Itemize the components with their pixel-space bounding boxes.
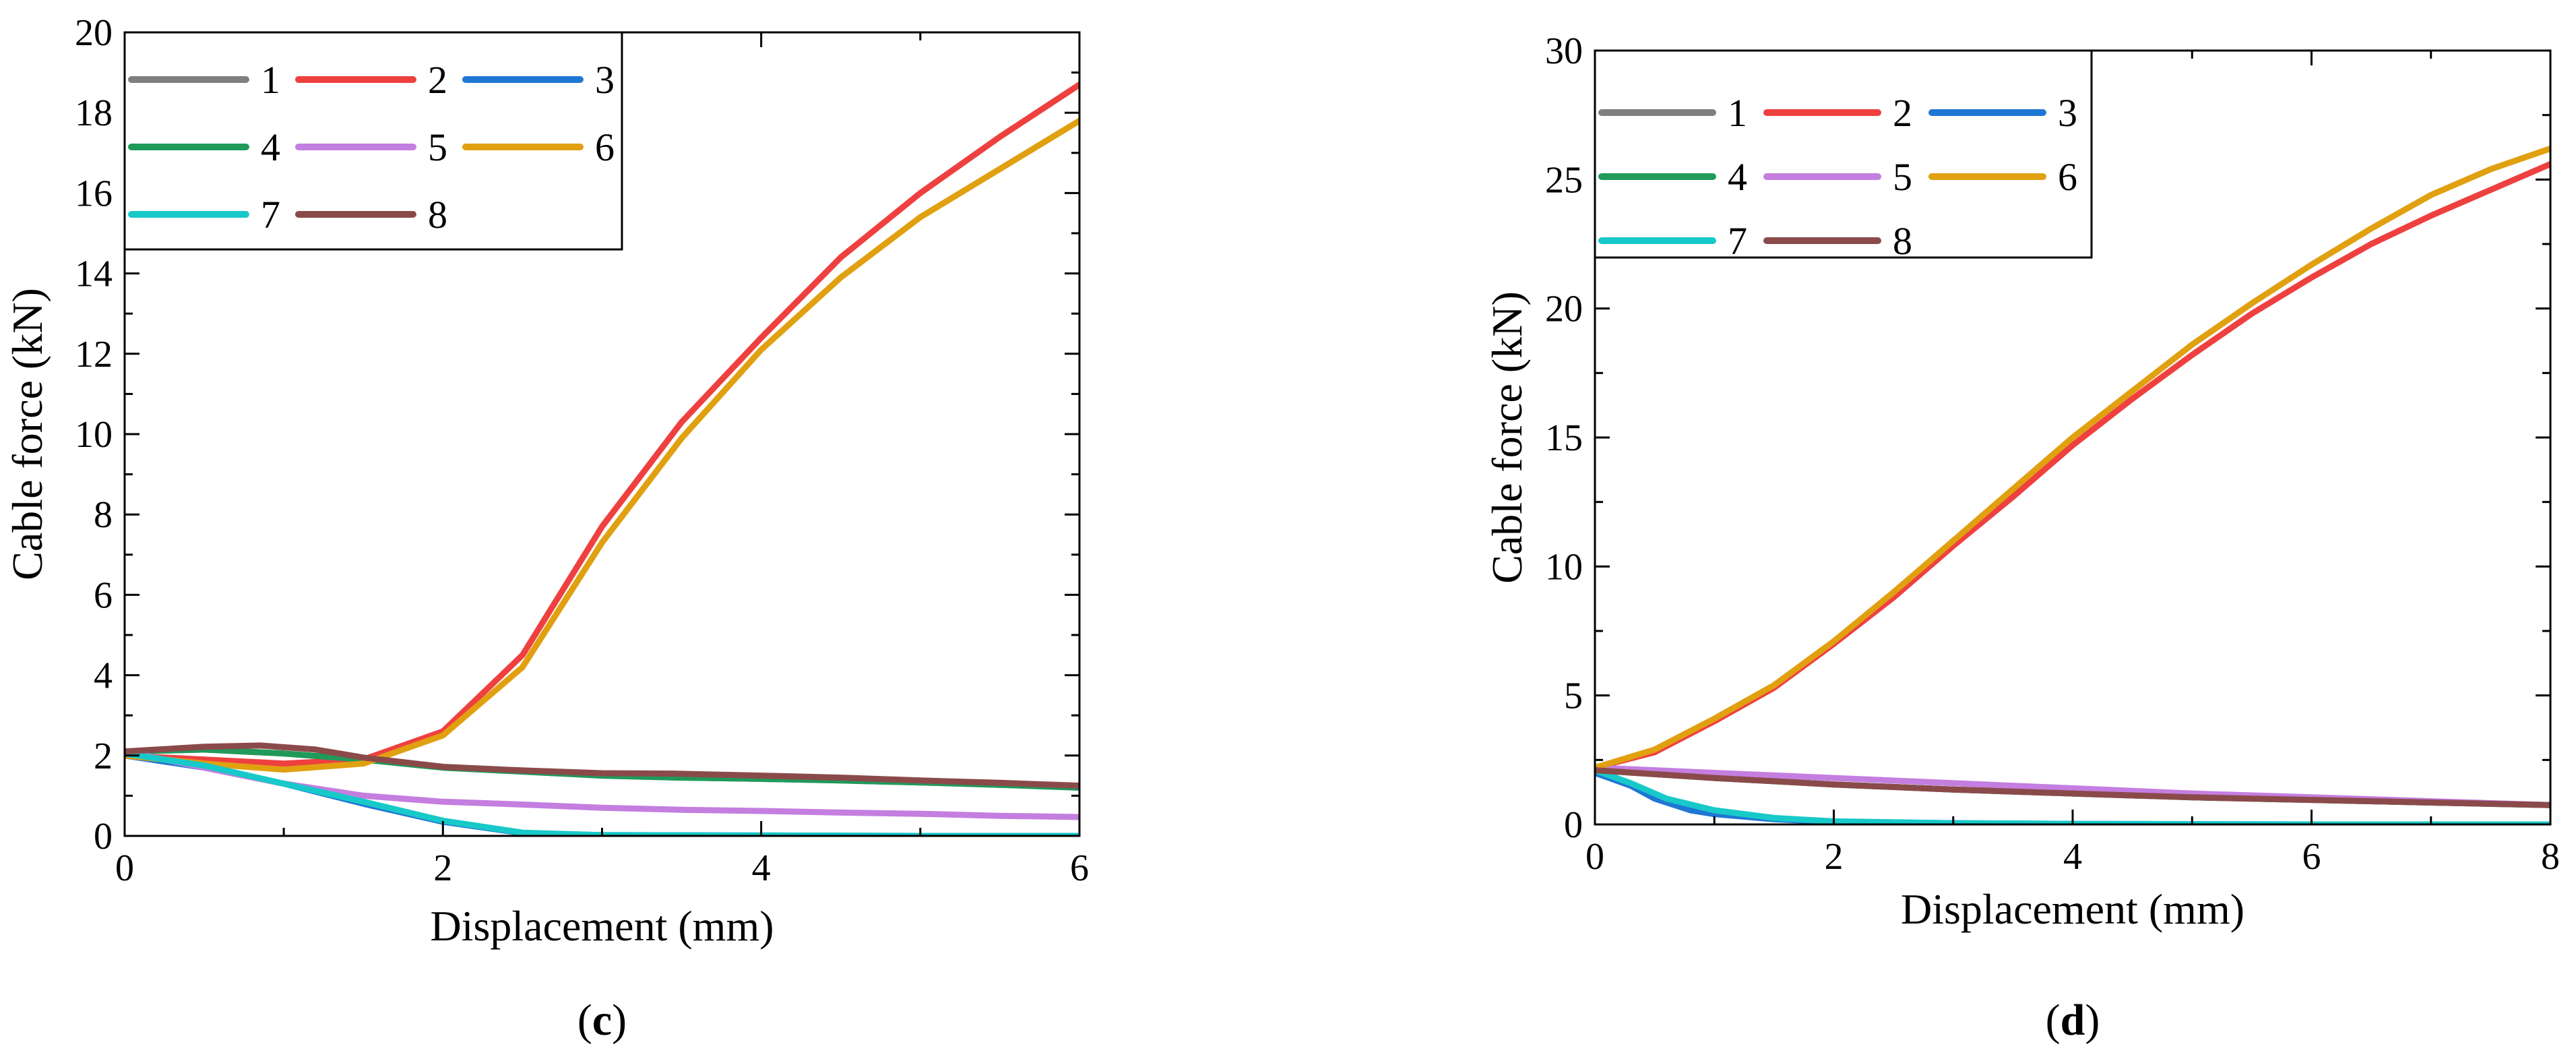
legend-label: 4 xyxy=(1728,155,1747,199)
legend-item-5: 5 xyxy=(1763,155,1912,199)
legend-label: 8 xyxy=(1893,219,1912,263)
x-axis-label: Displacement (mm) xyxy=(1901,885,2244,933)
panel-label: (d) xyxy=(2046,996,2100,1045)
panel-label: (c) xyxy=(577,996,627,1045)
legend-label: 8 xyxy=(428,193,447,237)
x-tick-label: 4 xyxy=(2063,836,2082,878)
y-axis-label: Cable force (kN) xyxy=(3,288,51,580)
x-tick-label: 0 xyxy=(115,847,134,889)
series-line-6 xyxy=(1595,145,2550,771)
legend-item-3: 3 xyxy=(1928,91,2077,135)
legend-label: 5 xyxy=(428,125,447,169)
y-tick-label: 20 xyxy=(1545,289,1583,330)
legend-item-1: 1 xyxy=(128,58,280,102)
legend-item-6: 6 xyxy=(1928,155,2077,199)
y-tick-label: 2 xyxy=(94,735,113,777)
legend-label: 5 xyxy=(1893,155,1912,199)
legend-item-7: 7 xyxy=(1598,219,1747,263)
legend-item-2: 2 xyxy=(1763,91,1912,135)
legend-item-1: 1 xyxy=(1598,91,1747,135)
x-tick-label: 0 xyxy=(1585,836,1604,878)
x-axis-label: Displacement (mm) xyxy=(430,902,774,950)
legend-item-3: 3 xyxy=(462,58,615,102)
legend: 1 2 3 4 5 6 7 8 xyxy=(123,31,623,251)
legend-label: 1 xyxy=(261,58,280,102)
legend-item-8: 8 xyxy=(1763,219,1912,263)
y-tick-label: 14 xyxy=(75,253,113,295)
series-line-2 xyxy=(125,82,1079,767)
legend-label: 2 xyxy=(428,58,447,102)
legend: 1 2 3 4 5 6 7 8 xyxy=(1594,49,2093,263)
y-axis-label: Cable force (kN) xyxy=(1483,291,1531,584)
legend-item-8: 8 xyxy=(295,193,447,237)
legend-box xyxy=(1594,49,2093,259)
x-tick-label: 8 xyxy=(2541,836,2560,878)
y-tick-label: 30 xyxy=(1545,30,1583,72)
y-tick-label: 4 xyxy=(94,655,113,697)
legend-label: 6 xyxy=(595,125,615,169)
legend-label: 7 xyxy=(1728,219,1747,263)
legend-label: 4 xyxy=(261,125,280,169)
legend-item-7: 7 xyxy=(128,193,280,237)
y-tick-label: 10 xyxy=(75,414,113,456)
y-tick-label: 10 xyxy=(1545,546,1583,588)
y-tick-label: 15 xyxy=(1545,417,1583,459)
legend-label: 6 xyxy=(2058,155,2077,199)
legend-label: 1 xyxy=(1728,91,1747,135)
series-line-8 xyxy=(1595,767,2550,808)
legend-item-4: 4 xyxy=(128,125,280,169)
x-tick-label: 4 xyxy=(752,847,771,889)
x-tick-label: 6 xyxy=(1070,847,1089,889)
legend-item-6: 6 xyxy=(462,125,615,169)
y-tick-label: 5 xyxy=(1564,675,1583,717)
x-tick-label: 2 xyxy=(1825,836,1844,878)
y-tick-label: 12 xyxy=(75,334,113,375)
legend-label: 3 xyxy=(2058,91,2077,135)
legend-item-5: 5 xyxy=(295,125,447,169)
y-tick-label: 16 xyxy=(75,173,113,214)
x-tick-label: 2 xyxy=(433,847,452,889)
x-tick-label: 6 xyxy=(2302,836,2321,878)
series-line-6 xyxy=(125,117,1079,773)
y-tick-label: 6 xyxy=(94,574,113,616)
y-tick-label: 0 xyxy=(1564,804,1583,846)
legend-item-2: 2 xyxy=(295,58,447,102)
y-tick-label: 18 xyxy=(75,92,113,134)
series-line-8 xyxy=(125,742,1079,789)
legend-label: 7 xyxy=(261,193,280,237)
legend-label: 2 xyxy=(1893,91,1912,135)
y-tick-label: 20 xyxy=(75,12,113,54)
legend-item-4: 4 xyxy=(1598,155,1747,199)
legend-label: 3 xyxy=(595,58,615,102)
series-lines xyxy=(125,82,1079,836)
y-tick-label: 25 xyxy=(1545,159,1583,201)
y-tick-label: 0 xyxy=(94,816,113,857)
y-tick-label: 8 xyxy=(94,494,113,536)
